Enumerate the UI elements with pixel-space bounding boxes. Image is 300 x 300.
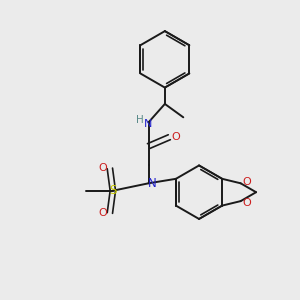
Text: N: N xyxy=(144,119,152,129)
Text: S: S xyxy=(109,184,116,197)
Text: O: O xyxy=(99,164,107,173)
Text: O: O xyxy=(99,208,107,218)
Text: H: H xyxy=(136,115,143,125)
Text: N: N xyxy=(148,177,157,190)
Text: O: O xyxy=(171,132,180,142)
Text: O: O xyxy=(242,177,251,187)
Text: O: O xyxy=(242,198,251,208)
